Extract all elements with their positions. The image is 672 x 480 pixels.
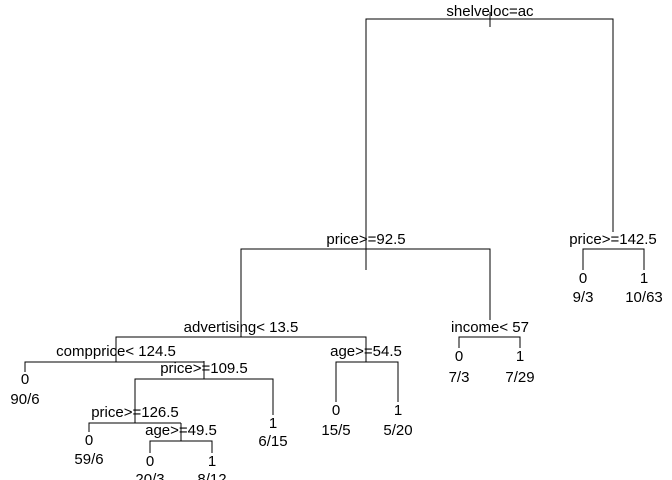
leaf-class: 1 bbox=[394, 402, 402, 419]
leaf-class: 0 bbox=[579, 270, 587, 287]
split-label: shelveloc=ac bbox=[446, 3, 534, 20]
leaf-class: 0 bbox=[332, 402, 340, 419]
leaf-counts: 7/3 bbox=[449, 369, 470, 386]
tree-edges bbox=[24, 12, 645, 453]
split-label: advertising< 13.5 bbox=[184, 319, 299, 336]
leaf-class: 0 bbox=[146, 453, 154, 470]
split-label: age>=49.5 bbox=[145, 422, 217, 439]
leaf-counts: 6/15 bbox=[258, 433, 287, 450]
split-label: income< 57 bbox=[451, 319, 529, 336]
leaf-counts: 8/12 bbox=[197, 471, 226, 480]
leaf-class: 1 bbox=[640, 270, 648, 287]
leaf-counts: 10/63 bbox=[625, 289, 663, 306]
split-label: price>=142.5 bbox=[569, 231, 657, 248]
leaf-counts: 20/3 bbox=[135, 471, 164, 480]
split-label: compprice< 124.5 bbox=[56, 343, 176, 360]
leaf-class: 1 bbox=[208, 453, 216, 470]
split-label: age>=54.5 bbox=[330, 343, 402, 360]
leaf-counts: 5/20 bbox=[383, 422, 412, 439]
leaf-class: 1 bbox=[516, 348, 524, 365]
leaf-counts: 59/6 bbox=[74, 451, 103, 468]
split-label: price>=109.5 bbox=[160, 360, 248, 377]
split-label: price>=126.5 bbox=[91, 404, 179, 421]
leaf-class: 0 bbox=[21, 371, 29, 388]
split-label: price>=92.5 bbox=[326, 231, 405, 248]
leaf-counts: 15/5 bbox=[321, 422, 350, 439]
leaf-counts: 9/3 bbox=[573, 289, 594, 306]
leaf-class: 1 bbox=[269, 415, 277, 432]
leaf-class: 0 bbox=[455, 348, 463, 365]
leaf-class: 0 bbox=[85, 432, 93, 449]
leaf-counts: 90/6 bbox=[10, 391, 39, 408]
leaf-counts: 7/29 bbox=[505, 369, 534, 386]
